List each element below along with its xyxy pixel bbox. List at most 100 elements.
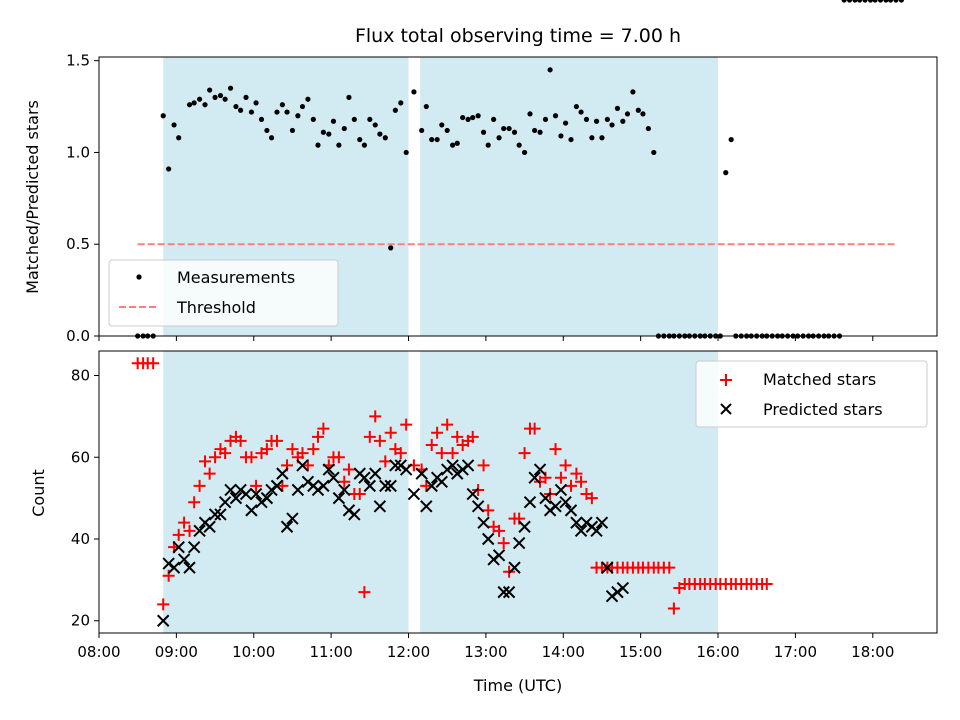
predicted-stars-point [446,459,459,472]
measurements-point [388,245,394,251]
measurements-point [578,109,584,115]
top-y-tick-label: 0.0 [66,327,90,345]
predicted-stars-point [482,532,495,546]
legend-measurements: Measurements [177,268,295,287]
measurements-point [460,114,466,121]
matched-stars-point [342,463,355,476]
x-tick-label: 13:00 [464,643,507,661]
measurements-point [367,116,373,123]
measurements-point [862,0,868,3]
measurements-point [171,122,177,128]
measurements-point [196,96,203,102]
measurements-point [506,125,512,132]
measurements-point [562,120,569,126]
x-tick-label: 18:00 [851,643,894,661]
measurements-point [166,166,172,172]
matched-stars-point [400,418,413,431]
predicted-stars-point [425,479,438,493]
predicted-stars-point [471,500,485,513]
matched-stars-point [667,602,680,615]
x-tick-label: 16:00 [696,643,739,661]
matched-stars-point [482,504,495,517]
measurements-point [403,149,409,156]
matched-stars-point [250,479,263,492]
measurements-point [392,107,398,113]
measurements-point [411,89,417,95]
measurements-point [222,96,228,102]
measurements-point [330,118,337,124]
measurements-point [351,116,357,123]
legend-predicted-stars: Predicted stars [763,400,883,419]
measurements-point [841,0,847,3]
predicted-stars-point [502,585,516,599]
predicted-stars-point [492,549,506,562]
measurements-point [429,136,435,143]
measurements-point [191,100,197,106]
predicted-stars-point [249,487,263,501]
matched-stars-point [307,443,320,456]
predicted-stars-point [369,467,382,480]
measurements-point [568,136,574,143]
matched-stars-point [301,459,314,472]
measurements-point [346,94,352,100]
matched-stars-point [193,479,206,492]
predicted-stars-point [477,516,490,529]
x-tick-label: 15:00 [619,643,662,661]
predicted-stars-point [373,500,387,513]
predicted-stars-point [193,524,206,538]
matched-stars-point [270,434,283,447]
predicted-stars-point [497,585,510,599]
predicted-stars-point [157,614,170,627]
matched-legend-marker [720,374,732,386]
measurements-point [243,94,249,100]
measurements-point [537,129,543,135]
measurements-point [217,92,224,99]
measurements-point [357,136,363,143]
measurements-point [320,129,326,135]
matched-stars-point [446,447,459,460]
legend-threshold: Threshold [176,298,256,317]
matched-stars-point [549,443,562,456]
predicted-stars-point [590,524,603,538]
measurements-point [589,135,595,141]
measurements-point [444,127,450,134]
bottom-legend: Matched stars Predicted stars [695,360,928,428]
measurements-point [852,0,858,3]
matched-stars-point [420,479,433,492]
measurements-point [872,0,878,3]
matched-stars-point [384,426,397,439]
axis-ticks: 0.0 0.5 1.0 1.5 08:00 09:00 10:00 11:00 12:00 13:… [66,52,894,661]
predicted-stars-point [407,487,421,501]
predicted-stars-point [595,516,609,529]
measurements-point [284,109,290,115]
measurements-point [238,107,244,113]
measurements-point [305,96,311,102]
measurements-point [630,89,636,95]
predicted-stars-point [229,491,243,505]
measurements-point [640,111,646,117]
predicted-stars-point [399,463,413,476]
measurements-point [527,111,533,117]
predicted-stars-point [435,475,448,488]
predicted-legend-marker [720,403,732,415]
matched-stars-point [663,561,676,574]
measurements-point [382,135,388,141]
measurements-point [212,94,218,100]
matched-stars-point [394,447,407,460]
measurements-point [501,125,507,132]
bottom-y-tick-label: 40 [71,530,90,548]
measurements-point [361,142,368,148]
measurements-point [274,109,280,115]
measurements-point [867,0,874,3]
bottom-y-tick-label: 60 [71,448,90,466]
bottom-panel-frame [98,350,938,634]
x-tick-label: 11:00 [310,643,353,661]
matched-stars-point [332,451,345,464]
measurements-point [398,100,404,106]
predicted-stars-point [208,508,222,521]
matched-stars-point [441,418,454,431]
measurements-point [609,122,615,128]
x-tick-label: 09:00 [155,643,198,661]
measurements-point [593,118,600,124]
